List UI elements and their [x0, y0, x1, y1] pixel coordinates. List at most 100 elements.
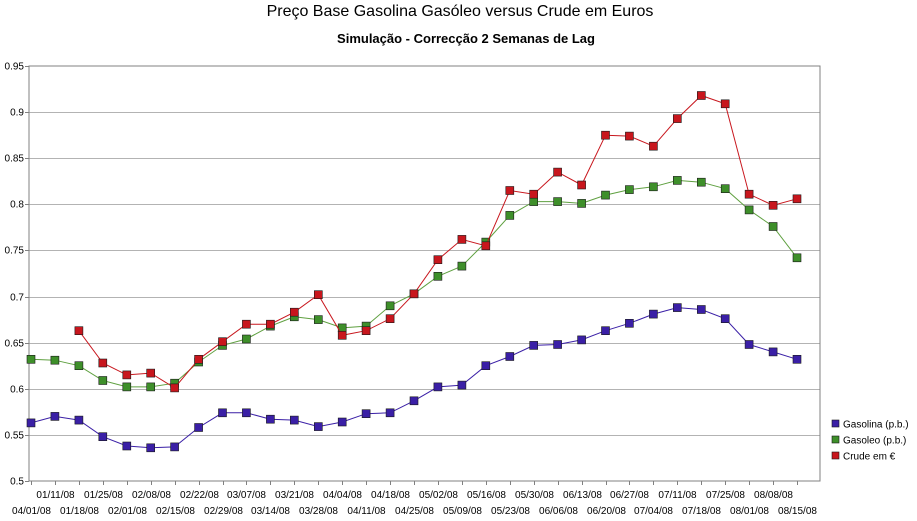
data-point	[792, 253, 802, 263]
data-point	[74, 361, 84, 371]
x-tick-label: 06/27/08	[610, 490, 649, 501]
data-point	[457, 261, 467, 271]
x-tick-label: 02/15/08	[156, 506, 195, 517]
data-point	[577, 335, 586, 345]
data-point	[218, 408, 227, 418]
data-point	[98, 358, 108, 368]
data-point	[170, 383, 179, 393]
data-point	[529, 197, 539, 206]
chart-title: Preço Base Gasolina Gasóleo versus Crude…	[267, 3, 654, 20]
data-point	[337, 330, 347, 340]
legend-item: Crude em €	[831, 452, 896, 463]
x-tick-label: 05/16/08	[467, 490, 506, 501]
y-axis-ticks: 0.5 0.55 0.6 0.65 0.7 0.75 0.8 0.85 0.9 0.95	[5, 62, 29, 488]
x-tick-label: 04/25/08	[395, 506, 434, 517]
data-point	[768, 201, 778, 210]
data-point	[433, 271, 443, 281]
data-point	[457, 380, 467, 390]
x-tick-label: 06/20/08	[587, 506, 626, 517]
data-point	[672, 176, 682, 185]
data-point	[146, 443, 155, 453]
plot-border	[28, 65, 821, 482]
data-point	[577, 199, 586, 208]
gridlines	[29, 112, 820, 436]
data-point	[266, 414, 275, 424]
series-1	[26, 303, 802, 453]
y-tick-label: 0.8	[10, 200, 24, 211]
data-point	[601, 326, 610, 336]
data-point	[720, 314, 730, 324]
data-point	[696, 91, 706, 100]
x-tick-label: 02/08/08	[132, 490, 171, 501]
data-point	[313, 290, 323, 300]
series-group	[26, 91, 802, 453]
data-point	[289, 415, 299, 425]
data-point	[553, 340, 562, 349]
legend-swatch	[831, 419, 840, 428]
data-point	[625, 185, 634, 194]
data-point	[218, 337, 227, 347]
data-point	[361, 326, 371, 336]
data-point	[744, 205, 754, 215]
x-tick-label: 08/01/08	[730, 506, 769, 517]
x-tick-label: 08/15/08	[778, 506, 817, 517]
data-point	[146, 368, 155, 378]
chart-subtitle: Simulação - Correcção 2 Semanas de Lag	[337, 31, 595, 46]
y-tick-label: 0.95	[5, 62, 25, 73]
x-tick-label: 03/21/08	[275, 490, 314, 501]
data-point	[26, 354, 36, 364]
x-tick-label: 01/11/08	[36, 490, 75, 501]
data-point	[313, 315, 323, 324]
series-line	[30, 307, 798, 449]
x-tick-label: 07/18/08	[682, 506, 721, 517]
x-tick-label: 04/01/08	[12, 506, 51, 517]
x-tick-label: 05/09/08	[443, 506, 482, 517]
data-point	[74, 415, 84, 425]
x-tick-label: 08/08/08	[754, 490, 793, 501]
data-point	[553, 197, 562, 206]
series-line	[30, 179, 798, 388]
x-tick-label: 06/06/08	[539, 506, 578, 517]
data-point	[529, 341, 539, 350]
x-axis-ticks: 04/01/08 01/11/08 01/18/08 01/25/08 02/01/08…	[12, 481, 817, 517]
data-point	[720, 184, 730, 193]
data-point	[242, 408, 251, 418]
data-point	[409, 289, 419, 299]
x-tick-label: 05/30/08	[515, 490, 554, 501]
legend-item: Gasolina (p.b.)	[831, 419, 909, 431]
data-point	[601, 190, 610, 200]
x-tick-label: 02/01/08	[108, 506, 147, 517]
data-point	[122, 441, 132, 451]
data-point	[672, 303, 682, 312]
data-point	[26, 418, 36, 428]
data-point	[744, 340, 754, 349]
x-tick-label: 02/22/08	[180, 490, 219, 501]
data-point	[792, 354, 802, 364]
data-point	[768, 347, 778, 357]
data-point	[266, 319, 275, 329]
data-point	[409, 396, 419, 406]
data-point	[792, 194, 802, 204]
data-point	[289, 307, 299, 317]
x-tick-label: 01/18/08	[60, 506, 99, 517]
data-point	[672, 114, 682, 123]
y-tick-label: 0.85	[5, 154, 25, 165]
data-point	[433, 255, 443, 264]
data-point	[98, 432, 108, 442]
data-point	[122, 382, 132, 392]
data-point	[744, 189, 754, 199]
data-point	[649, 182, 658, 192]
data-point	[146, 382, 155, 392]
x-tick-label: 04/04/08	[323, 490, 362, 501]
x-tick-label: 07/04/08	[634, 506, 673, 517]
y-tick-label: 0.55	[5, 431, 25, 442]
data-point	[50, 355, 60, 365]
data-point	[385, 314, 395, 324]
data-point	[385, 301, 395, 311]
x-tick-label: 06/13/08	[563, 490, 602, 501]
x-tick-label: 02/29/08	[204, 506, 243, 517]
data-point	[481, 361, 491, 371]
y-tick-label: 0.5	[10, 477, 24, 488]
x-tick-label: 03/28/08	[299, 506, 338, 517]
data-point	[649, 309, 658, 319]
